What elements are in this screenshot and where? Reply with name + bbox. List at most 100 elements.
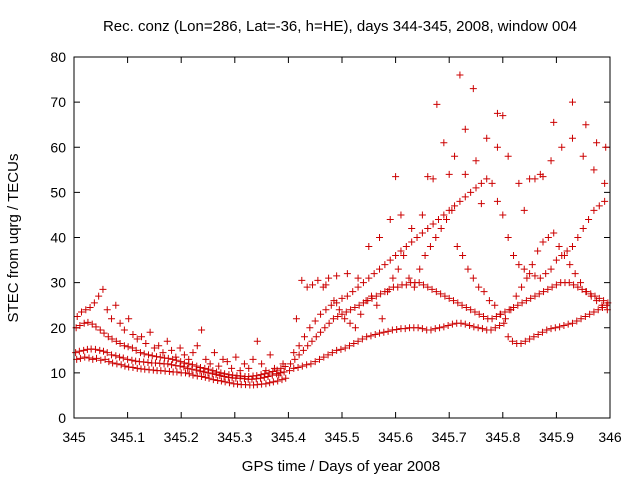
data-point	[303, 283, 311, 291]
data-point	[108, 335, 116, 343]
data-point	[579, 224, 587, 232]
data-point	[558, 143, 566, 151]
data-point	[397, 247, 405, 255]
data-point	[544, 234, 552, 241]
data-point	[453, 243, 461, 251]
data-point	[112, 301, 120, 309]
data-point	[464, 265, 472, 273]
data-point	[76, 321, 84, 329]
data-point	[577, 279, 585, 287]
data-point	[508, 337, 516, 345]
data-point	[480, 312, 488, 320]
data-point	[384, 288, 392, 296]
data-point	[189, 349, 197, 357]
data-point	[73, 312, 81, 320]
data-point	[209, 367, 217, 375]
data-point	[531, 292, 539, 300]
data-point	[457, 319, 465, 327]
data-point	[478, 325, 486, 333]
data-point	[76, 354, 84, 362]
x-axis-label: GPS time / Days of year 2008	[242, 458, 440, 475]
data-point	[566, 261, 574, 269]
data-point	[125, 315, 133, 323]
data-point	[189, 371, 197, 379]
data-point	[103, 349, 111, 357]
data-point	[311, 317, 319, 325]
data-point	[594, 306, 602, 314]
data-point	[429, 220, 437, 228]
data-point	[168, 346, 176, 354]
data-point	[568, 243, 576, 251]
y-tick-label: 40	[50, 230, 66, 246]
data-point	[219, 355, 227, 363]
data-point	[351, 303, 359, 311]
data-point	[393, 326, 401, 334]
data-point	[578, 285, 586, 293]
data-point	[593, 297, 601, 305]
data-point	[376, 234, 384, 241]
data-point	[85, 354, 93, 362]
data-point	[556, 323, 564, 331]
data-point	[461, 193, 469, 201]
data-point	[129, 331, 137, 339]
data-point	[193, 342, 201, 350]
data-point	[325, 274, 333, 282]
data-point	[309, 281, 317, 289]
data-point	[168, 361, 176, 369]
data-point	[228, 364, 236, 372]
data-point	[304, 342, 312, 350]
data-point	[544, 285, 552, 293]
data-point	[112, 352, 120, 360]
x-tick-label: 345.2	[164, 429, 199, 445]
data-point	[601, 179, 609, 187]
data-point	[586, 310, 594, 318]
data-point	[291, 355, 299, 363]
data-point	[477, 179, 485, 187]
data-point	[577, 315, 585, 323]
data-point	[582, 288, 590, 296]
data-point	[365, 274, 373, 282]
data-point	[504, 333, 512, 341]
data-point	[448, 320, 456, 328]
data-point	[298, 276, 306, 284]
data-point	[262, 367, 270, 375]
data-point	[350, 340, 358, 348]
data-point	[188, 365, 196, 373]
data-point	[209, 376, 217, 384]
data-point	[335, 306, 343, 314]
data-point	[96, 326, 104, 334]
x-tick-label: 345	[62, 429, 86, 445]
data-point	[444, 321, 452, 329]
data-point	[536, 274, 544, 282]
data-point	[424, 173, 432, 181]
data-point	[180, 359, 188, 367]
data-point	[205, 365, 213, 373]
data-point	[547, 325, 555, 333]
data-point	[99, 347, 107, 355]
data-point	[334, 312, 342, 320]
y-tick-label: 60	[50, 139, 66, 155]
data-point	[386, 256, 394, 264]
data-point	[108, 315, 116, 323]
data-point	[568, 98, 576, 106]
data-point	[221, 370, 229, 378]
data-point	[164, 354, 172, 362]
data-point	[483, 175, 491, 183]
data-point	[574, 283, 582, 291]
data-point	[432, 288, 440, 296]
data-point	[236, 367, 244, 375]
data-point	[517, 340, 525, 348]
data-point	[155, 342, 163, 350]
data-point	[485, 297, 493, 305]
data-point	[456, 71, 464, 79]
data-point	[419, 281, 427, 289]
data-point	[394, 265, 402, 273]
data-point	[574, 234, 582, 241]
data-point	[258, 360, 266, 368]
data-point	[521, 337, 529, 345]
data-point	[280, 368, 288, 376]
data-point	[257, 374, 265, 382]
data-point	[418, 325, 426, 333]
data-point	[499, 112, 507, 120]
data-point	[394, 283, 402, 291]
